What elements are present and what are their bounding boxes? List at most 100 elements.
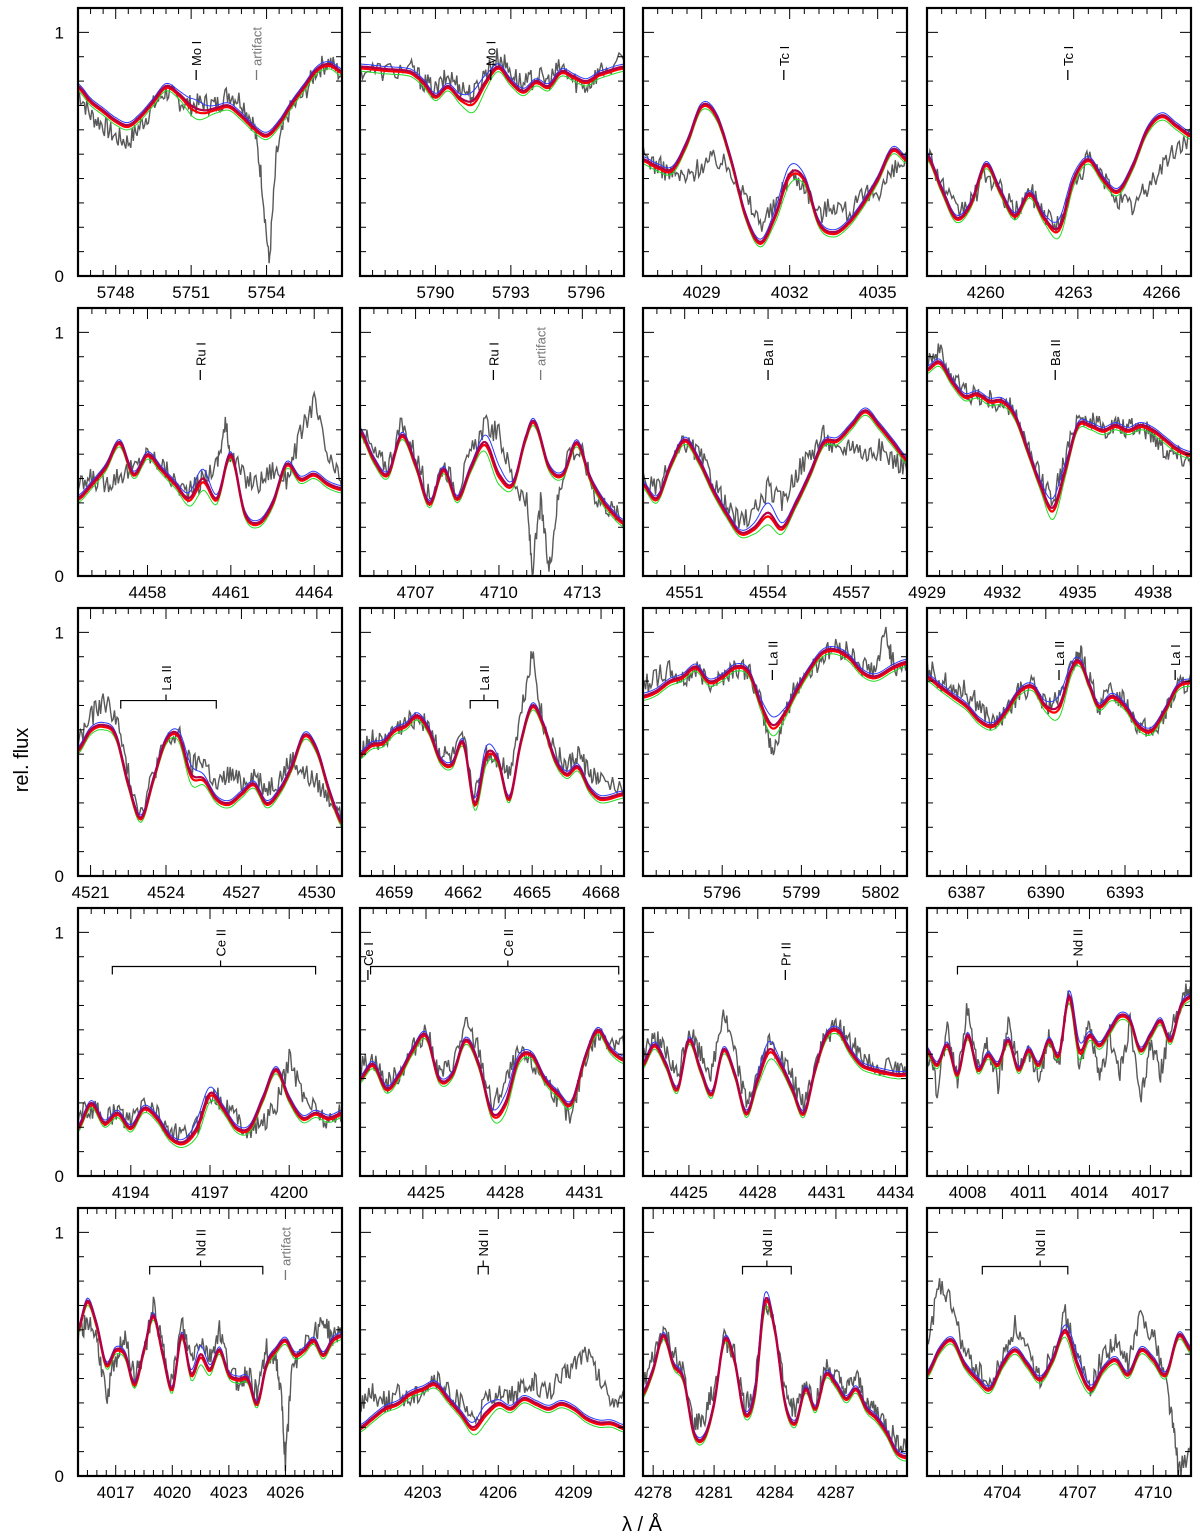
line-id-label: Nd II [194, 1229, 209, 1256]
y-tick-label: 0 [55, 567, 64, 586]
x-tick-label: 4206 [479, 1483, 517, 1502]
x-tick-label: 5751 [172, 283, 210, 302]
line-id-label: La II [159, 665, 174, 690]
model-low-abundance [643, 1290, 907, 1455]
panel-frame [925, 6, 1193, 278]
model-alternative [927, 360, 1191, 509]
panel-plot-area: Tc I [643, 46, 907, 248]
x-tick-label: 5793 [492, 283, 530, 302]
model-low-abundance [360, 702, 624, 799]
line-id-label: Mo I [484, 41, 499, 66]
panel-20: Nd II 4704 4707 4710 [925, 1206, 1193, 1502]
line-id-label: Ru I [486, 342, 501, 366]
panel-plot-area: Nd II [643, 1229, 907, 1462]
panel-plot-area: Ru I artifact [360, 327, 624, 576]
model-high-abundance [78, 446, 342, 529]
observed-spectrum [643, 424, 907, 529]
line-id-label: Nd II [1070, 929, 1085, 956]
line-id-label: Pr II [778, 942, 793, 966]
line-id-bracket [120, 699, 217, 709]
x-tick-label: 4011 [1010, 1183, 1047, 1202]
model-alternative [643, 1296, 907, 1458]
x-tick-label: 4203 [404, 1483, 442, 1502]
y-tick-label: 0 [55, 267, 64, 286]
line-id-label: La I [1168, 644, 1183, 666]
model-alternative [643, 102, 907, 244]
observed-spectrum [643, 144, 907, 232]
model-low-abundance [643, 407, 907, 531]
x-tick-label: 4209 [555, 1483, 593, 1502]
x-tick-label: 4458 [129, 583, 167, 602]
x-tick-label: 6390 [1027, 883, 1065, 902]
y-axis-title: rel. flux [11, 728, 33, 792]
line-id-label: Nd II [760, 1229, 775, 1256]
model-high-abundance [360, 1387, 624, 1436]
line-id-label: Nd II [1033, 1229, 1048, 1256]
y-tick-label: 1 [55, 1223, 64, 1242]
panel-frame [358, 606, 626, 878]
observed-spectrum [360, 651, 624, 801]
panel-frame [358, 1206, 626, 1478]
y-tick-label: 1 [55, 923, 64, 942]
model-high-abundance [643, 1032, 907, 1119]
model-high-abundance [927, 365, 1191, 521]
model-alternative [927, 114, 1191, 231]
x-tick-label: 4659 [376, 883, 414, 902]
x-tick-label: 4017 [1131, 1183, 1169, 1202]
model-low-abundance [78, 1065, 342, 1141]
panel-plot-area: Ce I Ce II [360, 929, 624, 1124]
panel-11: La II 5796 5799 5802 [641, 606, 909, 902]
line-id-label: Ce II [501, 929, 516, 956]
x-tick-label: 4266 [1143, 283, 1181, 302]
model-low-abundance [360, 1026, 624, 1111]
x-tick-label: 5790 [417, 283, 455, 302]
model-alternative [360, 419, 624, 524]
x-tick-label: 4524 [147, 883, 185, 902]
model-alternative [78, 1067, 342, 1144]
model-alternative [360, 1028, 624, 1117]
model-alternative [78, 1299, 342, 1405]
model-alternative [927, 993, 1191, 1076]
x-tick-label: 4530 [298, 883, 336, 902]
panel-frame [358, 906, 626, 1178]
line-id-label: Nd II [476, 1229, 491, 1256]
x-tick-label: 5802 [862, 883, 900, 902]
line-id-label: La II [1052, 641, 1067, 666]
x-tick-label: 4017 [97, 1483, 135, 1502]
model-best-fit [78, 64, 342, 138]
line-id-bracket [111, 965, 317, 975]
panel-plot-area: Ru I [78, 342, 342, 529]
x-tick-label: 6393 [1106, 883, 1144, 902]
panel-frame [76, 1206, 344, 1478]
model-high-abundance [927, 119, 1191, 240]
panel-plot-area: Nd II artifact [78, 1227, 342, 1472]
panel-frame [641, 906, 909, 1178]
x-tick-label: 4929 [908, 583, 946, 602]
model-alternative [643, 647, 907, 727]
panel-9: La II 4521 4524 4527 4530 0 1 [55, 606, 344, 902]
observed-spectrum [360, 1346, 624, 1426]
x-tick-label: 4461 [212, 583, 250, 602]
x-tick-label: 4557 [833, 583, 871, 602]
observed-spectrum [927, 128, 1191, 233]
panel-plot-area: Mo I artifact [78, 27, 342, 264]
x-tick-label: 5796 [567, 283, 605, 302]
x-tick-label: 4287 [817, 1483, 855, 1502]
x-tick-label: 4026 [267, 1483, 305, 1502]
model-low-abundance [643, 645, 907, 718]
x-tick-label: 4425 [670, 1183, 708, 1202]
x-tick-label: 4932 [984, 583, 1022, 602]
panel-13: Ce II 4194 4197 4200 0 1 [55, 906, 344, 1202]
observed-spectrum [78, 693, 342, 820]
line-id-label: Tc I [1061, 46, 1076, 66]
x-tick-label: 4938 [1134, 583, 1172, 602]
panel-frame [358, 306, 626, 578]
panel-16: Nd II 4008 4011 4014 4017 [925, 906, 1193, 1202]
x-tick-label: 4281 [695, 1483, 733, 1502]
x-tick-label: 4521 [72, 883, 110, 902]
model-high-abundance [360, 425, 624, 528]
panel-12: La II La I 6387 6390 6393 [925, 606, 1193, 902]
x-tick-label: 5748 [97, 283, 135, 302]
observed-spectrum [927, 983, 1191, 1103]
x-tick-label: 4029 [683, 283, 721, 302]
